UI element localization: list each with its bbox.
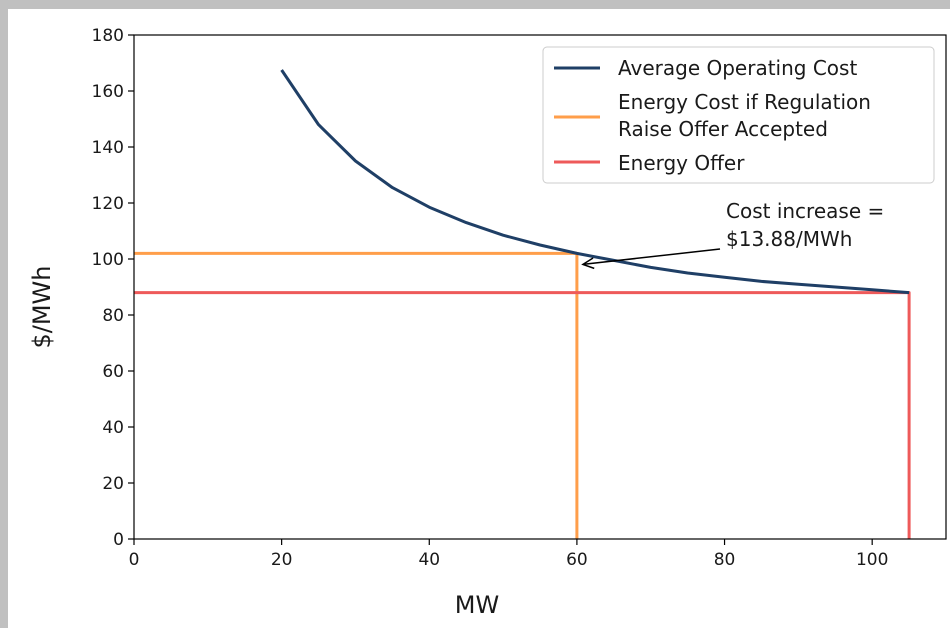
- y-tick-label: 140: [92, 138, 124, 158]
- line-chart: 0 20 40 60 80 100 0 20 40 60 80 100 120 140 160 180 MW $/…: [8, 9, 950, 628]
- x-tick-label: 20: [271, 550, 293, 570]
- series-line-energy-offer: [134, 293, 909, 539]
- y-axis-title: $/MWh: [28, 265, 56, 348]
- legend-label-2: Energy Cost if Regulation: [618, 90, 871, 114]
- x-tick-label: 100: [856, 550, 888, 570]
- y-tick-label: 0: [113, 530, 124, 550]
- y-tick-label: 160: [92, 82, 124, 102]
- x-tick-label: 60: [566, 550, 588, 570]
- annotation-text-line-1: Cost increase =: [726, 199, 884, 223]
- chart-frame: 0 20 40 60 80 100 0 20 40 60 80 100 120 140 160 180 MW $/…: [8, 9, 950, 628]
- annotation-layer: Cost increase = $13.88/MWh: [583, 199, 884, 268]
- legend: Average Operating Cost Energy Cost if Reg…: [543, 47, 934, 183]
- legend-label-3: Energy Offer: [618, 151, 745, 175]
- y-tick-label: 40: [102, 418, 124, 438]
- legend-label-2: Raise Offer Accepted: [618, 117, 828, 141]
- y-tick-label: 100: [92, 250, 124, 270]
- x-tick-label: 0: [129, 550, 140, 570]
- x-tick-label: 80: [714, 550, 736, 570]
- legend-label-1: Average Operating Cost: [618, 56, 857, 80]
- series-line-energy-cost-if-regulation-raise-offer-accepted: [134, 253, 577, 539]
- annotation-arrow-shaft: [583, 249, 720, 264]
- y-tick-label: 20: [102, 474, 124, 494]
- y-tick-label: 60: [102, 362, 124, 382]
- y-tick-label: 120: [92, 194, 124, 214]
- x-axis-title: MW: [455, 591, 499, 619]
- y-tick-label: 180: [92, 26, 124, 46]
- annotation-text-line-2: $13.88/MWh: [726, 227, 852, 251]
- x-tick-label: 40: [418, 550, 440, 570]
- y-tick-label: 80: [102, 306, 124, 326]
